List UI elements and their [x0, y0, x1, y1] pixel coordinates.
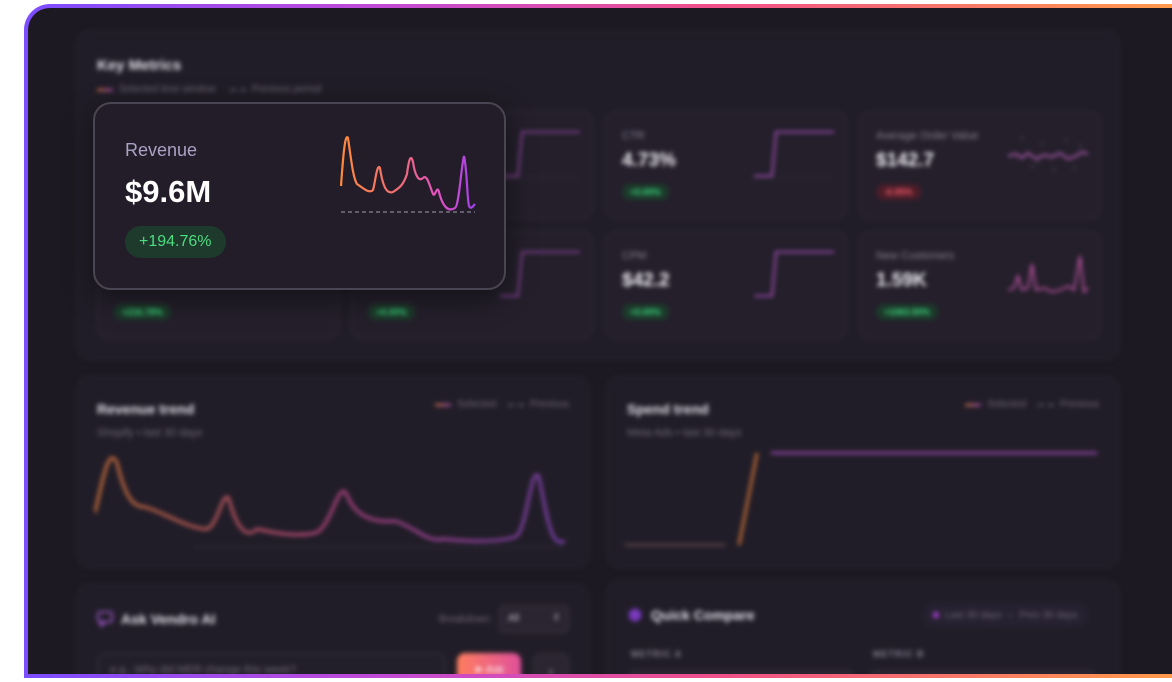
ask-button[interactable]: ➤ Ask	[457, 653, 521, 674]
change-badge: +216.78%	[114, 304, 171, 320]
legend-previous-label: Previous	[530, 399, 569, 410]
period-toggle[interactable]: Last 30 days – Prev 30 days	[923, 603, 1088, 627]
change-badge: +1063.50%	[876, 304, 938, 320]
metric-label: Average Order Value	[876, 130, 979, 142]
step-sparkline	[500, 131, 580, 179]
revenue-sparkline	[339, 136, 476, 213]
legend-previous-label: Previous	[1060, 399, 1099, 410]
cpm-sparkline	[754, 251, 834, 297]
key-metrics-title: Key Metrics	[97, 57, 182, 74]
metric-value: 4.73%	[622, 150, 676, 171]
selected-legend-swatch	[97, 88, 113, 91]
input-placeholder: e.g., Why did MER change this week?	[110, 664, 296, 674]
spend-trend-legend: Selected Previous	[965, 399, 1099, 410]
metric-b-select[interactable]	[869, 669, 1097, 674]
previous-legend-swatch	[508, 403, 525, 406]
key-metrics-legend: Selected time window Previous period	[97, 84, 321, 95]
metric-b-header: METRIC B	[873, 649, 925, 659]
revenue-change-badge: +194.76%	[125, 226, 226, 258]
send-icon: ➤	[473, 664, 486, 674]
ask-ai-panel: Ask Vendro AI Breakdown: All ⇕ e.g., Why…	[76, 584, 590, 674]
ask-ai-title: Ask Vendro AI	[121, 611, 216, 627]
revenue-trend-title: Revenue trend	[97, 401, 195, 417]
revenue-value: $9.6M	[125, 174, 212, 209]
revenue-trend-subtitle: Shopify • last 30 days	[97, 427, 203, 439]
chat-bubble-icon	[97, 611, 113, 627]
spend-trend-subtitle: Meta Ads • last 30 days	[627, 427, 742, 439]
metric-card-ctr[interactable]: CTR 4.73% +0.00%	[605, 111, 847, 219]
legend-selected-label: Selected	[987, 399, 1027, 410]
toggle-b-label[interactable]: Prev 30 days	[1019, 609, 1078, 621]
toggle-a-label[interactable]: Last 30 days	[945, 609, 1002, 621]
step-sparkline	[500, 251, 580, 297]
aov-sparkline	[1008, 137, 1088, 171]
metric-value: $42.2	[622, 270, 670, 291]
divider-icon: –	[1007, 609, 1014, 621]
ask-ai-input[interactable]: e.g., Why did MER change this week?	[97, 653, 445, 674]
spend-trend-title: Spend trend	[627, 401, 709, 417]
change-badge: +0.00%	[368, 304, 415, 320]
legend-selected-label: Selected	[457, 399, 497, 410]
select-arrows-icon: ⇕	[552, 612, 560, 622]
chevron-right-icon: ›	[549, 664, 553, 674]
breakdown-label: Breakdown:	[439, 614, 492, 625]
revenue-label: Revenue	[125, 140, 198, 160]
spend-trend-chart	[625, 452, 1097, 546]
breakdown-value: All	[508, 613, 520, 624]
expand-button[interactable]: ›	[533, 653, 569, 674]
ask-button-label: Ask	[485, 664, 504, 674]
breakdown-select[interactable]: All ⇕	[499, 605, 569, 633]
metric-label: CTR	[622, 130, 645, 142]
new-customers-sparkline	[1008, 255, 1088, 294]
revenue-trend-legend: Selected Previous	[435, 399, 569, 410]
change-badge: +0.00%	[622, 184, 669, 200]
metric-card-cpm[interactable]: CPM $42.2 +0.00%	[605, 231, 847, 339]
revenue-trend-panel: Revenue trend Shopify • last 30 days Sel…	[76, 376, 590, 568]
metric-value: 1.59K	[876, 270, 927, 291]
change-badge: +0.00%	[622, 304, 669, 320]
legend-selected-label: Selected time window	[119, 84, 216, 95]
legend-previous-label: Previous period	[251, 84, 322, 95]
spend-trend-panel: Spend trend Meta Ads • last 30 days Sele…	[606, 376, 1120, 568]
active-dot-icon	[933, 612, 939, 618]
change-badge: -6.95%	[876, 184, 921, 200]
previous-legend-swatch	[1038, 403, 1055, 406]
selected-legend-swatch	[965, 403, 982, 406]
metric-label: New Customers	[876, 250, 955, 262]
revenue-highlight-card[interactable]: Revenue $9.6M +194.76%	[93, 102, 506, 290]
metric-a-header: METRIC A	[631, 649, 683, 659]
metric-card-aov[interactable]: Average Order Value $142.7 -6.95%	[859, 111, 1101, 219]
metric-a-select[interactable]	[627, 669, 855, 674]
metric-card-new-customers[interactable]: New Customers 1.59K +1063.50%	[859, 231, 1101, 339]
selected-legend-swatch	[435, 403, 452, 406]
metric-value: $142.7	[876, 150, 935, 171]
quick-compare-title: Quick Compare	[651, 607, 755, 623]
quick-compare-panel: Quick Compare Last 30 days – Prev 30 day…	[606, 580, 1120, 674]
revenue-trend-chart	[95, 456, 566, 548]
ctr-sparkline	[754, 131, 834, 179]
metric-label: CPM	[622, 250, 647, 262]
previous-legend-swatch	[229, 88, 246, 91]
compare-icon	[629, 608, 641, 622]
